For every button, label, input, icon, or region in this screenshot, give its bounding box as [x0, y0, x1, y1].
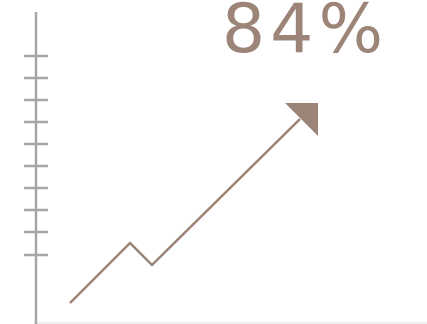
ruler-scale-icon: [24, 12, 48, 324]
percentage-headline: 84%: [221, 0, 389, 69]
arrow-trending-up-icon: [69, 103, 318, 304]
trend-line: [69, 118, 301, 304]
trend-arrowhead: [285, 103, 318, 136]
